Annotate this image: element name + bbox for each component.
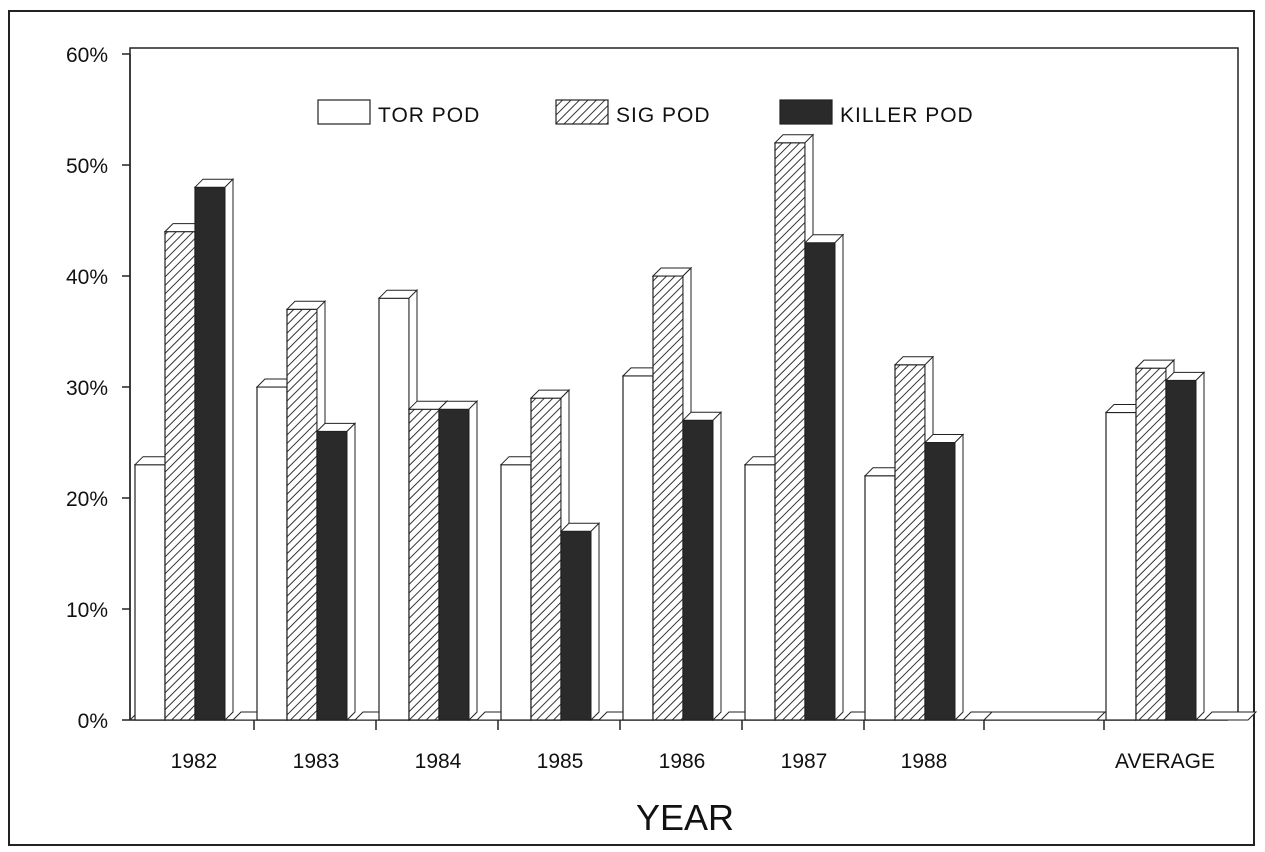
legend: TOR POD SIG POD KILLER POD — [317, 99, 974, 127]
y-tick-label: 10% — [66, 599, 108, 622]
floor-empty — [982, 711, 1107, 721]
bar-face — [744, 464, 776, 721]
x-tick-label: 1986 — [659, 750, 706, 773]
bar-face — [530, 397, 562, 721]
y-tick-label: 60% — [66, 44, 108, 67]
bar-face — [804, 242, 836, 721]
bar-face — [924, 441, 956, 721]
bar-face — [1135, 367, 1167, 721]
x-tick-label: 1983 — [293, 750, 340, 773]
bar-face — [316, 430, 348, 721]
y-axis: 0% 10% 20% 30% 40% 50% 60% — [66, 44, 130, 733]
x-tick-label: 1988 — [901, 750, 948, 773]
y-tick-label: 0% — [78, 710, 108, 733]
bar-side — [712, 411, 722, 722]
bar-side — [590, 522, 600, 722]
bar-side — [346, 422, 356, 722]
legend-label-tor-pod: TOR POD — [378, 104, 480, 127]
bar-side — [834, 233, 844, 722]
bar-side — [1195, 371, 1205, 722]
bar-face — [378, 297, 410, 721]
legend-label-sig-pod: SIG POD — [616, 104, 711, 127]
bar-killer-pod-average — [1164, 371, 1206, 722]
bar-side — [224, 177, 234, 722]
y-tick-label: 40% — [66, 266, 108, 289]
bar-face — [438, 408, 470, 721]
x-tick-label: 1982 — [171, 750, 218, 773]
bar-side — [468, 399, 478, 722]
bar-sig-pod-1983 — [285, 300, 327, 722]
bar-face — [894, 364, 926, 721]
bar-killer-pod-1987 — [803, 233, 845, 722]
bar-face — [194, 186, 226, 721]
legend-swatch-killer-pod — [779, 99, 833, 125]
bar-killer-pod-1983 — [315, 422, 357, 722]
bar-face — [1105, 411, 1137, 721]
bar-killer-pod-1986 — [681, 411, 723, 722]
bar-face — [682, 419, 714, 721]
legend-swatch-sig-pod — [555, 99, 609, 125]
legend-label-killer-pod: KILLER POD — [840, 104, 974, 127]
x-axis: 1982 1983 1984 1985 1986 1987 1988 AVERAGE — [171, 720, 1215, 773]
bar-face — [408, 408, 440, 721]
bar-killer-pod-1982 — [193, 177, 235, 722]
bar-face — [652, 275, 684, 721]
bar-killer-pod-1985 — [559, 522, 601, 722]
x-axis-title: YEAR — [636, 797, 734, 838]
bar-face — [164, 231, 196, 721]
bar-face — [134, 464, 166, 721]
bar-killer-pod-1988 — [923, 433, 965, 722]
x-tick-label: AVERAGE — [1115, 750, 1215, 773]
bar-face — [864, 475, 896, 721]
bar-face — [1165, 379, 1197, 721]
y-tick-label: 30% — [66, 377, 108, 400]
bar-side — [954, 433, 964, 722]
floor-segment — [1202, 711, 1258, 721]
bar-face — [286, 308, 318, 721]
legend-swatch-tor-pod — [317, 99, 371, 125]
x-tick-label: 1987 — [781, 750, 828, 773]
x-tick-label: 1985 — [537, 750, 584, 773]
bar-killer-pod-1984 — [437, 399, 479, 722]
bar-face — [774, 142, 806, 721]
bar-sig-pod-1986 — [651, 266, 693, 722]
y-tick-label: 20% — [66, 488, 108, 511]
x-tick-label: 1984 — [415, 750, 462, 773]
bar-face — [256, 386, 288, 721]
bars-group — [133, 133, 1258, 722]
y-tick-label: 50% — [66, 155, 108, 178]
bar-face — [560, 530, 592, 721]
bar-face — [622, 375, 654, 721]
bar-face — [500, 464, 532, 721]
